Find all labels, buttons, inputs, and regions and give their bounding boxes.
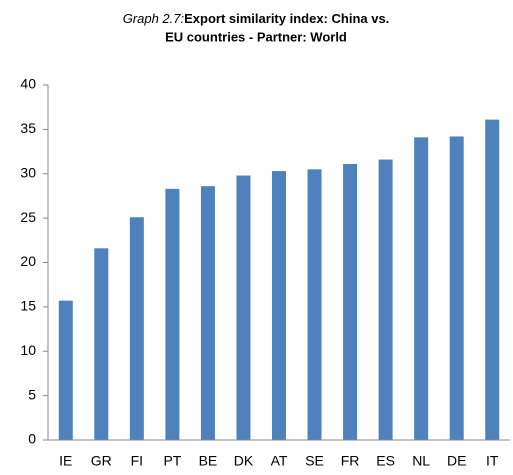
x-tick-label: IE [59,453,72,469]
x-tick-label: FR [341,453,360,469]
chart-title-line: Graph 2.7:Export similarity index: China… [123,11,390,26]
x-tick-label: BE [199,453,218,469]
y-tick-label: 20 [20,253,36,269]
x-tick-label: NL [412,453,430,469]
title-label: Graph 2.7: [123,11,185,26]
y-tick-label: 0 [28,431,36,447]
bar [58,300,73,440]
bar [378,159,393,441]
x-tick-label: SE [305,453,324,469]
x-tick-label: ES [376,453,395,469]
y-tick-label: 5 [28,386,36,402]
bar [414,137,429,441]
bar [200,186,215,440]
title-line: Export similarity index: China vs. [184,11,389,26]
y-tick-label: 30 [20,164,36,180]
bar [343,163,358,441]
bar [272,171,286,440]
x-tick-label: GR [91,453,112,469]
x-tick-label: IT [486,453,499,469]
x-tick-label: FI [131,453,143,469]
x-tick-label: DE [447,453,466,469]
x-tick-label: AT [271,453,288,469]
bar [129,217,144,440]
x-tick-label: PT [163,453,181,469]
bar [307,169,322,440]
bar [485,119,500,441]
bar [236,175,251,440]
bar [94,248,109,440]
y-tick-label: 35 [20,120,36,136]
y-tick-label: 40 [20,76,36,92]
x-tick-label: DK [234,453,254,469]
y-tick-label: 15 [20,298,36,314]
y-tick-label: 25 [20,209,36,225]
bar [165,188,180,440]
y-tick-label: 10 [20,342,36,358]
bar [449,136,464,440]
title-line: EU countries - Partner: World [165,29,347,44]
